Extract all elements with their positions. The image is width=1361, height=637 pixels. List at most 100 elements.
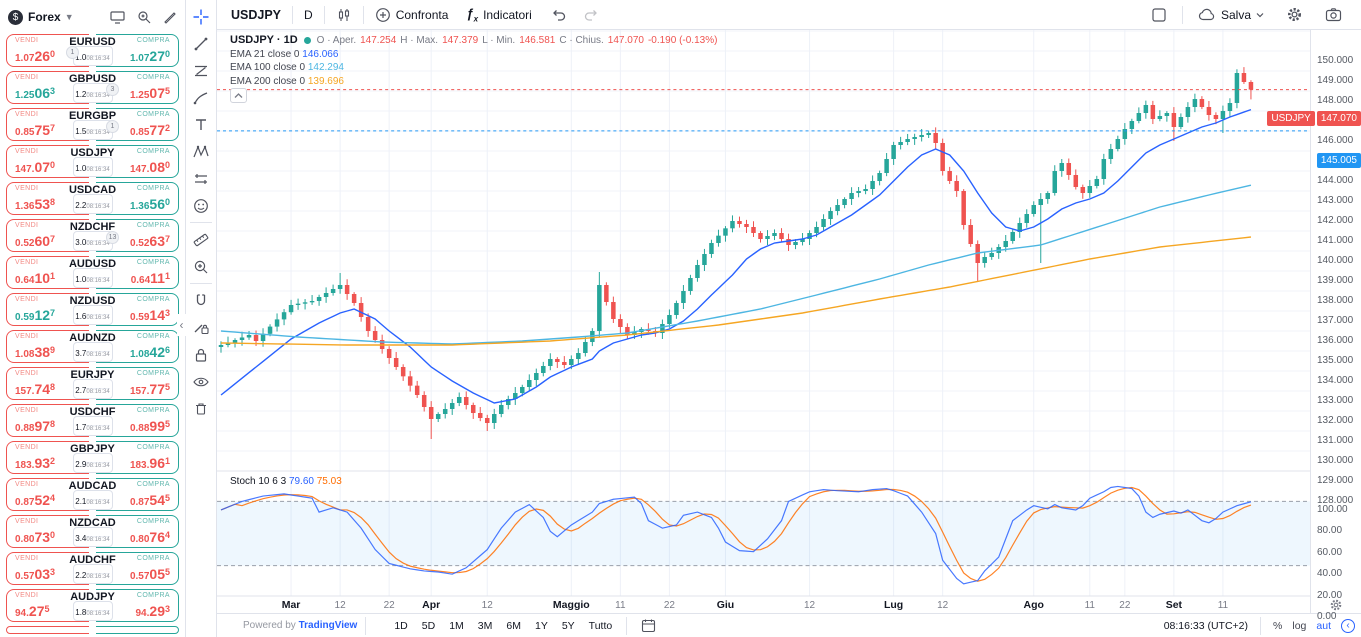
indicators-button[interactable]: ƒx Indicatori — [457, 3, 540, 27]
buy-button[interactable]: 147.080 — [129, 159, 170, 175]
hide-all-icon[interactable] — [188, 368, 214, 395]
drawing-mode-lock-tool[interactable] — [188, 314, 214, 341]
buy-button[interactable]: 1.08426 — [129, 344, 170, 360]
undo-button[interactable] — [541, 3, 575, 27]
chart-settings-button[interactable] — [1277, 3, 1312, 27]
sell-button[interactable]: 94.275 — [15, 603, 50, 619]
sell-button[interactable]: 1.08389 — [15, 344, 56, 360]
multichart-icon[interactable] — [110, 10, 125, 24]
sell-button[interactable]: 1.36538 — [15, 196, 56, 212]
redo-button[interactable] — [575, 3, 609, 27]
position-tool[interactable] — [188, 165, 214, 192]
watchlist-card[interactable]: VENDI NZDUSD COMPRA 0.59127 0.59143 1.608:16:… — [6, 293, 179, 326]
pane-collapse-button[interactable] — [230, 88, 247, 103]
buy-button[interactable]: 0.59143 — [129, 307, 170, 323]
compare-button[interactable]: Confronta — [366, 3, 458, 27]
legend-symbol[interactable]: USDJPY · 1D — [230, 34, 298, 46]
trendline-tool[interactable] — [188, 30, 214, 57]
save-layout-button[interactable]: Salva — [1189, 3, 1273, 27]
range-button-1y[interactable]: 1Y — [534, 619, 548, 632]
sell-button[interactable]: 183.932 — [15, 455, 56, 471]
market-status-dot[interactable] — [303, 36, 311, 44]
magnet-tool[interactable] — [188, 287, 214, 314]
sell-button[interactable]: 1.25063 — [15, 85, 56, 101]
fib-tool[interactable] — [188, 57, 214, 84]
interval-button[interactable]: D — [304, 7, 313, 22]
snapshot-camera-button[interactable] — [1316, 3, 1351, 27]
range-button-3m[interactable]: 3M — [477, 619, 493, 632]
buy-button[interactable]: 0.57055 — [129, 566, 170, 582]
range-button-tutto[interactable]: Tutto — [588, 619, 613, 632]
buy-button[interactable]: 0.64111 — [130, 270, 170, 286]
range-button-5y[interactable]: 5Y — [561, 619, 575, 632]
chart-style-button[interactable] — [327, 3, 361, 27]
sell-button[interactable]: 0.52607 — [15, 233, 56, 249]
range-button-1m[interactable]: 1M — [449, 619, 464, 632]
brush-tool[interactable] — [188, 84, 214, 111]
sell-button[interactable]: 147.070 — [15, 159, 56, 175]
collapse-watchlist-button[interactable]: ‹ — [177, 314, 186, 336]
watchlist-card[interactable]: VENDI GBPJPY COMPRA 183.932 183.961 2.908:16:… — [6, 441, 179, 474]
sell-button[interactable]: 0.88978 — [15, 418, 56, 434]
sell-button[interactable]: 0.85757 — [15, 122, 56, 138]
sell-button[interactable]: 0.57033 — [15, 566, 56, 582]
crosshair-tool[interactable] — [188, 3, 214, 30]
watchlist-card[interactable]: VENDI USDCHF COMPRA 0.88978 0.88995 1.708:16:… — [6, 404, 179, 437]
range-button-5d[interactable]: 5D — [421, 619, 436, 632]
range-button-1d[interactable]: 1D — [394, 619, 408, 632]
sell-button[interactable]: 0.59127 — [15, 307, 56, 323]
clock[interactable]: 08:16:33 (UTC+2) — [1163, 619, 1249, 632]
edit-pencil-icon[interactable] — [163, 10, 177, 24]
percent-scale-button[interactable]: % — [1273, 619, 1283, 632]
lock-all-tool[interactable] — [188, 341, 214, 368]
sell-button[interactable]: 1.07260 — [15, 48, 56, 64]
buy-button[interactable]: 0.80764 — [129, 529, 170, 545]
measure-tool[interactable] — [188, 226, 214, 253]
buy-button[interactable]: 183.961 — [129, 455, 170, 471]
ema-legend-row[interactable]: EMA 21 close 0 146.066 — [230, 49, 717, 60]
chevron-down-icon[interactable]: ▼ — [64, 12, 74, 22]
time-axis-settings-icon[interactable] — [1329, 598, 1343, 615]
stoch-legend[interactable]: Stoch 10 6 3 79.60 75.03 — [230, 476, 342, 487]
search-zoom-icon[interactable] — [137, 10, 151, 24]
go-to-date-button[interactable] — [635, 616, 661, 636]
buy-button[interactable]: 1.07270 — [129, 48, 170, 64]
watchlist-card-partial[interactable] — [6, 626, 179, 634]
watchlist-card[interactable]: VENDI AUDCHF COMPRA 0.57033 0.57055 2.208:16:… — [6, 552, 179, 585]
range-button-6m[interactable]: 6M — [506, 619, 521, 632]
watchlist-card[interactable]: VENDI AUDUSD COMPRA 0.64101 0.64111 1.008:16:… — [6, 256, 179, 289]
watchlist-card[interactable]: VENDI EURJPY COMPRA 157.748 157.775 2.708:16:… — [6, 367, 179, 400]
watchlist-category-dropdown[interactable]: Forex — [28, 10, 61, 24]
zoom-in-tool[interactable] — [188, 253, 214, 280]
watchlist-card[interactable]: VENDI GBPUSD COMPRA 1.25063 1.25075 1.208:16:… — [6, 71, 179, 104]
log-scale-button[interactable]: log — [1292, 619, 1307, 632]
text-tool[interactable] — [188, 111, 214, 138]
buy-button[interactable]: 0.88995 — [129, 418, 170, 434]
emoji-tool[interactable] — [188, 192, 214, 219]
object-tree-collapse-button[interactable]: ‹ — [1341, 618, 1355, 633]
buy-button[interactable]: 0.87545 — [129, 492, 170, 508]
remove-all-icon[interactable] — [188, 395, 214, 422]
buy-button[interactable]: 157.775 — [129, 381, 170, 397]
watchlist-card[interactable]: VENDI AUDNZD COMPRA 1.08389 1.08426 3.708:16:… — [6, 330, 179, 363]
auto-scale-button[interactable]: aut — [1316, 619, 1331, 632]
sell-button[interactable]: 0.80730 — [15, 529, 56, 545]
watchlist-card[interactable]: VENDI USDCAD COMPRA 1.36538 1.36560 2.208:16:… — [6, 182, 179, 215]
watchlist-card[interactable]: VENDI USDJPY COMPRA 147.070 147.080 1.008:16:… — [6, 145, 179, 178]
buy-button[interactable]: 0.85772 — [129, 122, 170, 138]
price-axis[interactable]: 150.000 149.000 148.000 146.000 144.000 143.0… — [1310, 30, 1361, 622]
layout-select-button[interactable] — [1142, 3, 1176, 27]
sell-button[interactable]: 0.64101 — [15, 270, 56, 286]
price-chart[interactable]: Mar 12 22 Apr 12 Maggio 11 22 Giu 12 Lug 12 Ago 11 22 S… — [217, 30, 1310, 613]
ema-legend-row[interactable]: EMA 200 close 0 139.696 — [230, 76, 717, 87]
symbol-search-button[interactable]: USDJPY — [231, 7, 282, 22]
watchlist-card[interactable]: VENDI AUDJPY COMPRA 94.275 94.293 1.808:16:34 — [6, 589, 179, 622]
xabcd-pattern-tool[interactable] — [188, 138, 214, 165]
buy-button[interactable]: 0.52637 — [129, 233, 170, 249]
buy-button[interactable]: 94.293 — [135, 603, 171, 619]
watchlist-card[interactable]: VENDI EURUSD COMPRA 1.07260 1.07270 1.008:16:… — [6, 34, 179, 67]
ema-legend-row[interactable]: EMA 100 close 0 142.294 — [230, 62, 717, 73]
sell-button[interactable]: 0.87524 — [15, 492, 56, 508]
watchlist-card[interactable]: VENDI EURGBP COMPRA 0.85757 0.85772 1.508:16:… — [6, 108, 179, 141]
watchlist-card[interactable]: VENDI NZDCHF COMPRA 0.52607 0.52637 3.008:16:… — [6, 219, 179, 252]
